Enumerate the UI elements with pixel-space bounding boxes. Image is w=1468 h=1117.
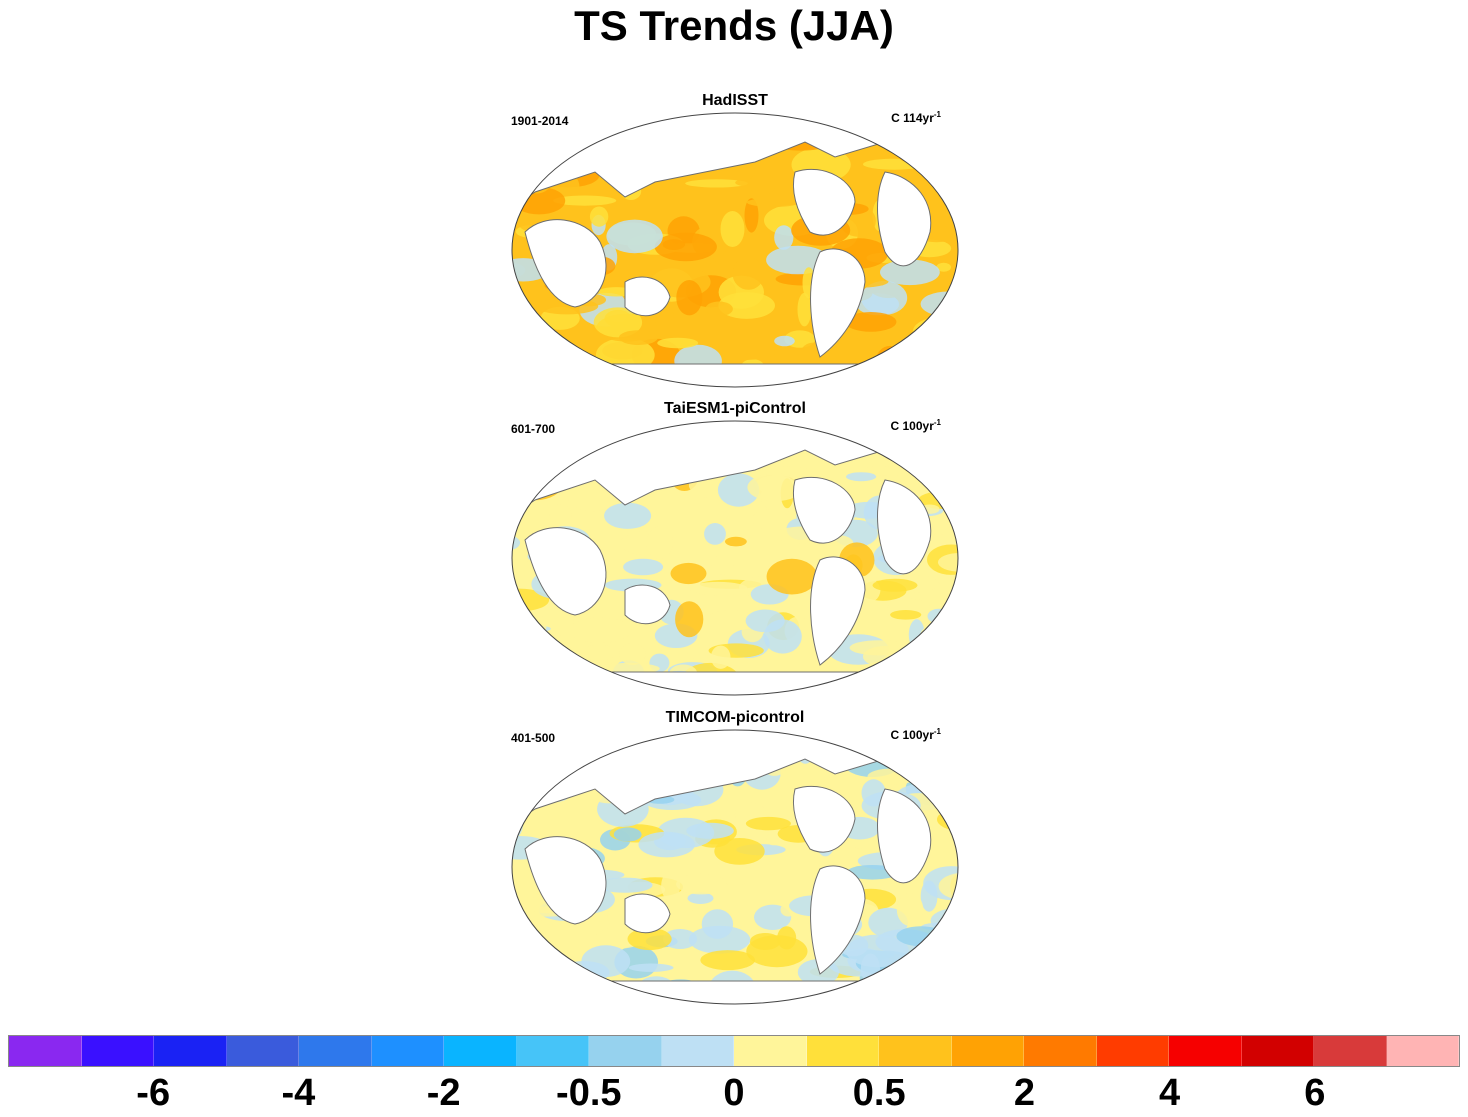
map-panel-taiesm1: TaiESM1-piControl 601-700 C 100yr-1 — [505, 400, 965, 700]
map-panel-timcom: TIMCOM-picontrol 401-500 C 100yr-1 — [505, 709, 965, 1009]
period-label: 1901-2014 — [511, 114, 569, 128]
colorbar-tick-label: 2 — [1013, 1072, 1035, 1114]
colorbar-swatch — [154, 1036, 227, 1066]
units-label: C 114yr-1 — [891, 110, 941, 125]
colorbar-tick-label: 0 — [723, 1072, 745, 1114]
panel-title: TIMCOM-picontrol — [665, 709, 805, 726]
colorbar — [8, 1035, 1460, 1067]
colorbar-tick-label: 6 — [1304, 1072, 1326, 1114]
colorbar-swatch — [81, 1036, 154, 1066]
map-panel-hadisst: HadISST 1901-2014 C 114yr-1 — [505, 92, 965, 392]
colorbar-swatch — [1386, 1036, 1459, 1066]
colorbar-swatch — [516, 1036, 589, 1066]
colorbar-tick-label: 4 — [1159, 1072, 1181, 1114]
units-label: C 100yr-1 — [890, 418, 942, 433]
units-label: C 100yr-1 — [890, 727, 942, 742]
colorbar-swatch — [9, 1036, 82, 1066]
colorbar-tick-label: -0.5 — [556, 1072, 622, 1114]
colorbar-tick-label: -6 — [136, 1072, 171, 1114]
world-map — [511, 420, 959, 696]
colorbar-tick-label: -4 — [281, 1072, 316, 1114]
colorbar-swatch — [806, 1036, 879, 1066]
world-map — [511, 729, 959, 1005]
period-label: 601-700 — [511, 422, 556, 436]
period-label: 401-500 — [511, 731, 556, 745]
colorbar-swatch — [1314, 1036, 1387, 1066]
colorbar-swatch — [879, 1036, 952, 1066]
colorbar-swatch — [226, 1036, 299, 1066]
panel-title: HadISST — [702, 92, 768, 109]
colorbar-swatch — [1241, 1036, 1314, 1066]
figure-title: TS Trends (JJA) — [574, 2, 894, 49]
colorbar-swatch — [661, 1036, 734, 1066]
colorbar-swatch — [1096, 1036, 1169, 1066]
colorbar-swatch — [371, 1036, 444, 1066]
colorbar-swatch — [1169, 1036, 1242, 1066]
colorbar-swatch — [444, 1036, 517, 1066]
panel-title: TaiESM1-piControl — [664, 400, 806, 417]
world-map — [511, 112, 959, 388]
colorbar-swatch — [734, 1036, 807, 1066]
colorbar-swatch — [299, 1036, 372, 1066]
colorbar-tick-label: 0.5 — [852, 1072, 906, 1114]
colorbar-swatch — [589, 1036, 662, 1066]
colorbar-swatch — [1024, 1036, 1097, 1066]
colorbar-swatch — [951, 1036, 1024, 1066]
colorbar-tick-label: -2 — [426, 1072, 461, 1114]
